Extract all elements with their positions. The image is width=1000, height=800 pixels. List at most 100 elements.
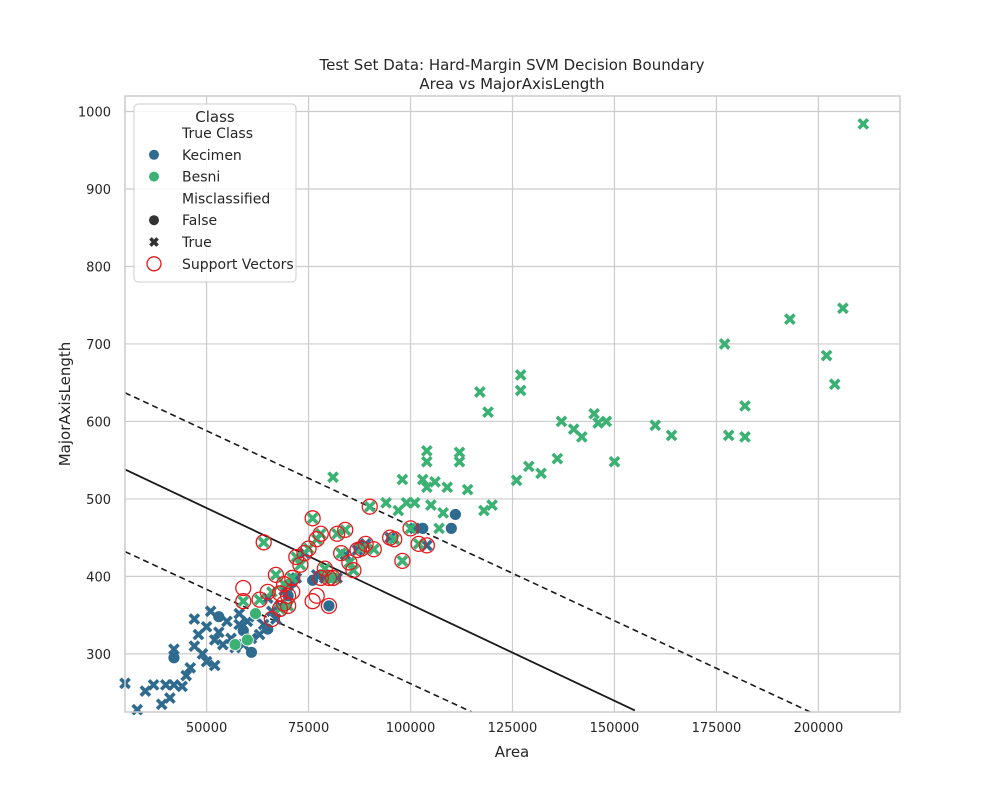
legend-marker-cross [149,237,159,247]
data-point-kecimen-misclassified [184,661,197,674]
support-vector-ring [259,583,276,601]
support-vector-ring [402,520,419,537]
decision-boundary-line [124,468,636,712]
support-vector-ring [324,569,342,587]
data-point-kecimen-correct [444,521,458,535]
data-point-besni-misclassified [420,481,433,494]
data-point-besni-misclassified [294,558,307,571]
data-point-besni-misclassified [555,415,568,428]
data-point-kecimen-misclassified [163,692,176,704]
data-point-kecimen-misclassified [233,618,246,631]
data-point-besni-misclassified [588,407,600,420]
data-point-besni-misclassified [600,415,613,428]
legend-label: Kecimen [182,148,242,164]
support-vector-ring [357,535,374,553]
data-point-besni-misclassified [453,455,466,468]
support-vector-ring [235,579,252,597]
data-point-besni-misclassified [522,460,535,473]
data-point-besni-correct [249,607,262,620]
data-point-kecimen-misclassified [200,655,213,668]
data-point-besni-misclassified [327,471,339,484]
data-point-besni-misclassified [608,455,621,468]
support-vector-ring [304,593,321,610]
y-tick-label: 500 [86,493,111,508]
data-point-kecimen-correct [322,599,336,613]
data-point-besni-misclassified [649,419,662,432]
data-point-besni-misclassified [478,504,490,517]
data-point-kecimen-misclassified [208,659,221,672]
data-point-besni-misclassified [306,512,319,525]
data-point-kecimen-misclassified [147,679,160,691]
y-tick-label: 900 [86,183,111,198]
data-point-besni-misclassified [739,400,751,412]
support-vector-ring [345,562,362,579]
data-point-besni-misclassified [420,445,433,457]
data-point-besni-misclassified [331,527,343,540]
data-point-besni-misclassified [461,483,474,496]
data-point-kecimen-misclassified [188,613,201,625]
data-point-besni-misclassified [420,455,433,468]
data-point-kecimen-misclassified [257,618,270,631]
data-point-besni-misclassified [482,406,494,419]
data-point-besni-misclassified [575,431,588,443]
data-point-kecimen-misclassified [208,634,221,646]
data-point-kecimen-misclassified [233,607,246,620]
legend-marker-kecimen [149,149,159,160]
x-tick-label: 150000 [590,721,640,736]
data-point-besni-misclassified [380,496,392,509]
data-point-besni-misclassified [416,473,429,486]
support-vector-ring [308,531,325,548]
support-vector-ring [304,510,321,527]
data-point-besni-misclassified [237,595,250,608]
support-vector-ring [280,587,297,604]
data-point-kecimen-misclassified [192,628,205,641]
data-point-besni-misclassified [828,378,841,391]
support-vector-ring [271,585,289,602]
data-point-kecimen-misclassified [200,620,213,633]
support-vector-ring [320,569,338,587]
legend-entries: True Class Kecimen Besni Misclassified False… [146,126,294,273]
support-vector-ring [263,610,280,628]
data-point-besni-misclassified [441,481,454,494]
legend-label: Besni [182,170,220,186]
support-vector-ring [333,545,350,562]
support-vector-ring [300,540,317,557]
x-tick-label: 200000 [794,721,844,736]
data-point-besni-misclassified [510,474,523,487]
boundary-layer [124,392,811,713]
data-point-besni-misclassified [404,522,417,535]
data-point-besni-misclassified [339,524,352,536]
data-point-kecimen-misclassified [168,643,180,656]
legend-box [133,103,297,283]
y-tick-label: 800 [86,260,111,275]
y-tick-label: 400 [86,570,111,585]
support-vector-ring [341,554,358,571]
data-point-besni-misclassified [592,417,605,429]
data-point-besni-misclassified [722,429,735,442]
support-vector-ring [296,545,313,562]
x-axis-label: Area [495,743,530,761]
support-vector-ring [284,583,301,601]
data-point-kecimen-misclassified [221,615,233,628]
data-point-besni-misclassified [290,551,303,563]
support-vector-ring [235,593,252,610]
legend-marker-besni [149,171,159,182]
support-vector-ring [353,540,370,557]
support-vectors-layer [235,498,435,628]
x-tick-label: 125000 [488,721,538,736]
legend-label: Misclassified [182,191,270,207]
data-point-besni-misclassified [437,506,450,519]
margin-lower-line [124,550,473,713]
support-vector-ring [312,569,329,587]
support-vector-ring [308,587,325,604]
data-point-besni-misclassified [396,473,409,486]
data-point-besni-misclassified [857,118,870,130]
data-point-besni-misclassified [257,536,270,549]
support-vector-ring [320,597,338,614]
support-vector-ring [410,535,427,553]
data-point-kecimen-correct [245,645,258,659]
legend: Class True Class Kecimen Besni Misclassifie… [133,103,297,283]
support-vector-ring [328,525,346,542]
support-vector-ring [312,525,329,542]
